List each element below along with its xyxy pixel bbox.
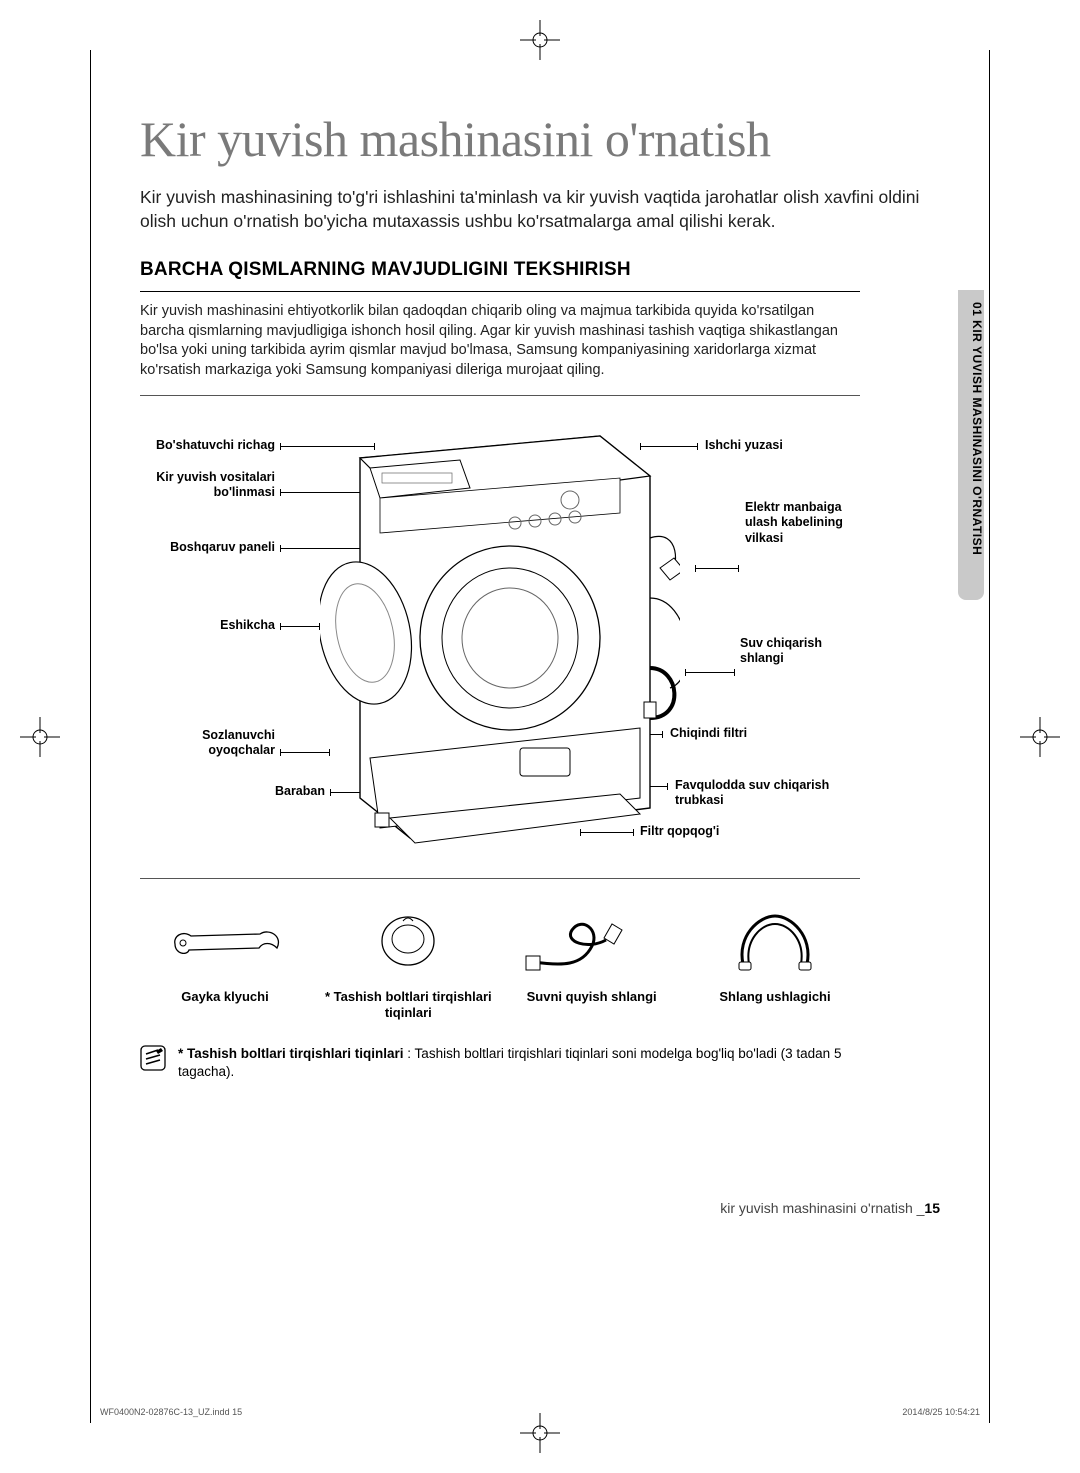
accessory-hose-guide: Shlang ushlagichi: [690, 903, 860, 1022]
callout-adjustable-feet: Sozlanuvchi oyoqchalar: [140, 728, 275, 759]
washing-machine-illustration: [320, 418, 680, 858]
running-footer: kir yuvish mashinasini o'rnatish _15: [720, 1200, 940, 1216]
crop-mark-top: [520, 20, 560, 60]
accessory-spanner: Gayka klyuchi: [140, 903, 310, 1022]
hose-icon: [522, 906, 662, 976]
callout-debris-filter: Chiqindi filtri: [670, 726, 830, 742]
leader-line: [695, 568, 739, 569]
callout-control-panel: Boshqaruv paneli: [140, 540, 275, 556]
footer-running: kir yuvish mashinasini o'rnatish _: [720, 1200, 924, 1216]
note-icon: [140, 1045, 166, 1071]
section-body: Kir yuvish mashinasini ehtiyotkorlik bil…: [140, 302, 860, 380]
section-tab-label: 01 KIR YUVISH MASHINASINI O'RNATISH: [958, 298, 984, 555]
accessory-label: Gayka klyuchi: [140, 989, 310, 1005]
crop-mark-right: [1020, 717, 1060, 757]
note: * Tashish boltlari tirqishlari tiqinlari…: [140, 1045, 860, 1081]
accessory-label: * Tashish boltlari tirqishlari tiqinlari: [323, 989, 493, 1022]
accessory-bolt-hole-cover: * Tashish boltlari tirqishlari tiqinlari: [323, 903, 493, 1022]
crop-mark-bottom: [520, 1413, 560, 1453]
trim-line-right: [989, 50, 990, 1423]
guide-icon: [725, 906, 825, 976]
thin-rule: [140, 878, 860, 879]
accessory-label: Suvni quyish shlangi: [507, 989, 677, 1005]
spanner-icon: [165, 916, 285, 966]
note-bold: * Tashish boltlari tirqishlari tiqinlari: [178, 1046, 404, 1061]
trim-line-left: [90, 50, 91, 1423]
leader-line: [685, 672, 735, 673]
callout-work-surface: Ishchi yuzasi: [705, 438, 865, 454]
callout-door: Eshikcha: [140, 618, 275, 634]
leader-line: [280, 626, 320, 627]
page-content: Kir yuvish mashinasini o'rnatish Kir yuv…: [140, 110, 940, 1081]
cap-icon: [373, 911, 443, 971]
accessory-water-supply-hose: Suvni quyish shlangi: [507, 903, 677, 1022]
footer-page: 15: [924, 1200, 940, 1216]
heading-rule: [140, 291, 860, 292]
callout-power-plug: Elektr manbaiga ulash kabelining vilkasi: [745, 500, 865, 547]
crop-mark-left: [20, 717, 60, 757]
section-heading: BARCHA QISMLARNING MAVJUDLIGINI TEKSHIRI…: [140, 259, 940, 281]
thin-rule: [140, 395, 860, 396]
section-tab: 01 KIR YUVISH MASHINASINI O'RNATISH: [958, 290, 984, 600]
callout-emergency-drain: Favqulodda suv chiqarish trubkasi: [675, 778, 855, 809]
note-text: * Tashish boltlari tirqishlari tiqinlari…: [178, 1045, 860, 1081]
callout-detergent-drawer: Kir yuvish vositalari bo'linmasi: [140, 470, 275, 501]
page-title: Kir yuvish mashinasini o'rnatish: [140, 110, 940, 168]
accessory-label: Shlang ushlagichi: [690, 989, 860, 1005]
intro-paragraph: Kir yuvish mashinasining to'g'ri ishlash…: [140, 186, 940, 233]
callout-drain-hose: Suv chiqarish shlangi: [740, 636, 850, 667]
accessories-row: Gayka klyuchi * Tashish boltlari tirqish…: [140, 903, 860, 1022]
parts-diagram: Bo'shatuvchi richag Kir yuvish vositalar…: [140, 408, 860, 878]
imprint-filename: WF0400N2-02876C-13_UZ.indd 15: [100, 1407, 242, 1417]
callout-release-lever: Bo'shatuvchi richag: [140, 438, 275, 454]
imprint-timestamp: 2014/8/25 10:54:21: [902, 1407, 980, 1417]
callout-drum: Baraban: [190, 784, 325, 800]
